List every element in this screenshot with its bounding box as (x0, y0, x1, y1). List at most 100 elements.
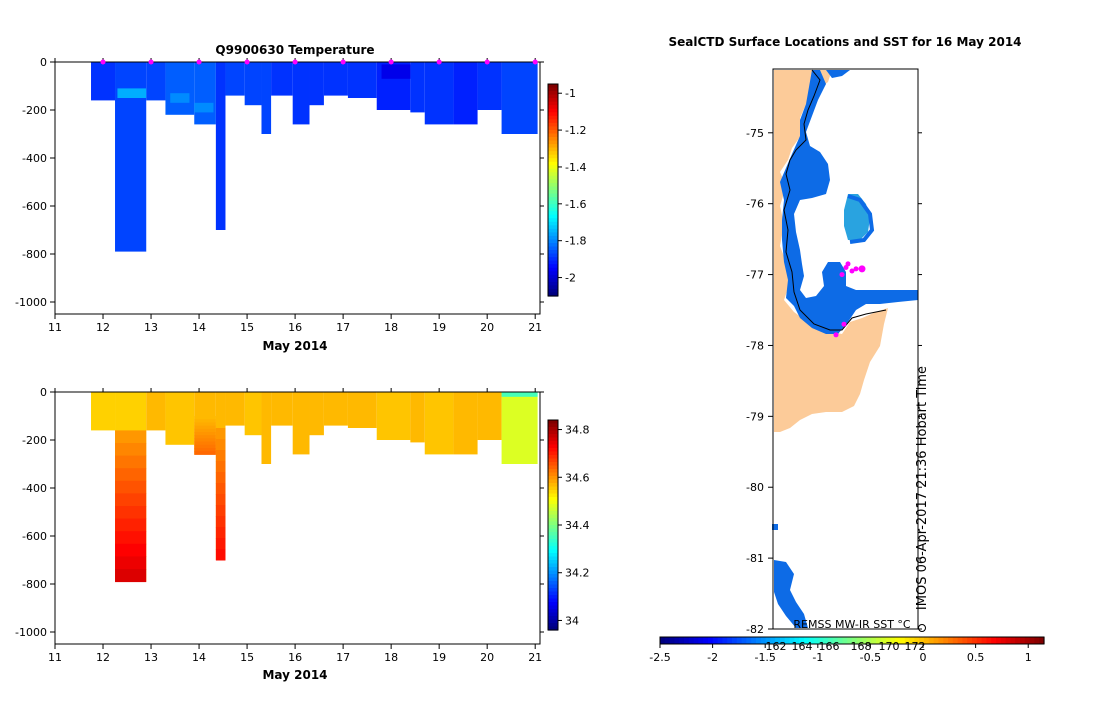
map-axes: -75 -76 -77 -78 -79 -80 -81 -82 (746, 127, 922, 636)
salinity-xlabel: May 2014 (262, 668, 327, 682)
x-tick-label: 18 (384, 321, 398, 334)
map-colorbar-swatch (784, 637, 791, 644)
profile-gradient-band (115, 556, 147, 570)
profile-column (261, 392, 272, 464)
map-longitude-label: 164 (792, 640, 813, 653)
map-profile-positions (833, 261, 866, 338)
colorbar-frame (547, 83, 559, 297)
colorbar-swatch (548, 98, 558, 103)
profile-time-marker (484, 59, 490, 65)
x-tick-label: 11 (48, 651, 62, 664)
map-colorbar-swatch (847, 637, 853, 644)
profile-gradient-band (215, 516, 226, 528)
colorbar-swatch (548, 437, 558, 442)
profile-gradient-band (115, 543, 147, 557)
map-profile-position-latest (858, 265, 866, 273)
map-colorbar-swatch (895, 637, 901, 644)
map-colorbar-swatch (1029, 637, 1035, 644)
colorbar-swatch (548, 108, 558, 113)
temperature-title: Q9900630 Temperature (215, 43, 374, 57)
map-profile-position (843, 264, 849, 270)
colorbar-tick-label: -2 (565, 272, 576, 285)
colorbar-swatch (548, 140, 558, 145)
x-tick-label: 17 (336, 321, 350, 334)
map-colorbar-swatch (928, 637, 935, 644)
map-profile-position (839, 272, 845, 278)
colorbar-swatch (548, 423, 558, 428)
map-colorbar-swatch (674, 637, 680, 644)
x-tick-label: 21 (528, 321, 542, 334)
colorbar-swatch (548, 168, 558, 173)
colorbar-swatch (548, 94, 558, 99)
colorbar-swatch (548, 228, 558, 233)
map-colorbar-swatch (852, 637, 858, 644)
colorbar-swatch (548, 87, 558, 92)
map-colorbar-swatch (732, 637, 738, 644)
x-tick-label: 15 (240, 651, 254, 664)
colorbar-swatch (548, 267, 558, 272)
profile-gradient-band (115, 506, 147, 520)
map-profile-position (833, 332, 839, 338)
colorbar-swatch (548, 221, 558, 226)
colorbar-swatch (548, 190, 558, 195)
copyright-icon (918, 624, 926, 632)
colorbar-swatch (548, 288, 558, 294)
colorbar-swatch (548, 486, 558, 491)
colorbar-swatch (548, 260, 558, 265)
colorbar-swatch (548, 535, 558, 540)
map-colorbar-tick-label: -2 (707, 651, 718, 664)
colorbar-swatch (548, 497, 558, 502)
y-tick-label: -1000 (15, 626, 47, 639)
map-title: SealCTD Surface Locations and SST for 16… (668, 35, 1021, 49)
map-colorbar-swatch (765, 637, 771, 644)
profile-gradient-band (215, 461, 226, 473)
map-colorbar-tick-label: 1 (1025, 651, 1032, 664)
map-colorbar-swatch (924, 637, 930, 644)
profile-time-marker (532, 59, 538, 65)
profile-column (261, 62, 272, 134)
colorbar-swatch (548, 204, 558, 209)
surface-strip (501, 392, 538, 397)
colorbar-swatch (548, 581, 558, 586)
colorbar-swatch (548, 518, 558, 523)
colorbar-swatch (548, 175, 558, 180)
colorbar-swatch (548, 158, 558, 163)
colorbar-swatch (548, 427, 558, 432)
map-colorbar-swatch (722, 637, 728, 644)
profile-gradient-band (215, 450, 226, 462)
map-y-tick-label: -78 (746, 339, 764, 352)
profile-column (165, 62, 195, 115)
profile-column (347, 62, 377, 98)
colorbar-swatch (548, 197, 558, 202)
profile-column (477, 392, 502, 440)
colorbar-swatch (548, 434, 558, 439)
x-tick-label: 16 (288, 651, 302, 664)
profile-gradient-band (194, 422, 216, 427)
colorbar-swatch (548, 246, 558, 251)
colorbar-swatch (548, 612, 558, 617)
x-tick-label: 17 (336, 651, 350, 664)
colorbar-swatch (548, 465, 558, 470)
profile-gradient-band (115, 468, 147, 482)
map-colorbar-swatch (828, 637, 834, 644)
colorbar-swatch (548, 602, 558, 607)
colorbar-swatch (548, 616, 558, 621)
colorbar-swatch (548, 232, 558, 237)
colorbar-tick-label: -1.2 (565, 124, 586, 137)
colorbar-swatch (548, 472, 558, 477)
map-colorbar-swatch (837, 637, 843, 644)
x-tick-label: 20 (480, 321, 494, 334)
map-colorbar-swatch (736, 637, 743, 644)
profile-time-marker (388, 59, 394, 65)
map-colorbar-swatch (756, 637, 762, 644)
map-area (772, 68, 919, 630)
colorbar-swatch (548, 235, 558, 241)
map-colorbar-swatch (972, 637, 978, 644)
map-colorbar-swatch (986, 637, 992, 644)
profile-column (146, 62, 166, 101)
colorbar-swatch (548, 483, 558, 488)
profile-column (146, 392, 166, 431)
colorbar-swatch (548, 584, 558, 589)
map-colorbar-swatch (703, 637, 709, 644)
